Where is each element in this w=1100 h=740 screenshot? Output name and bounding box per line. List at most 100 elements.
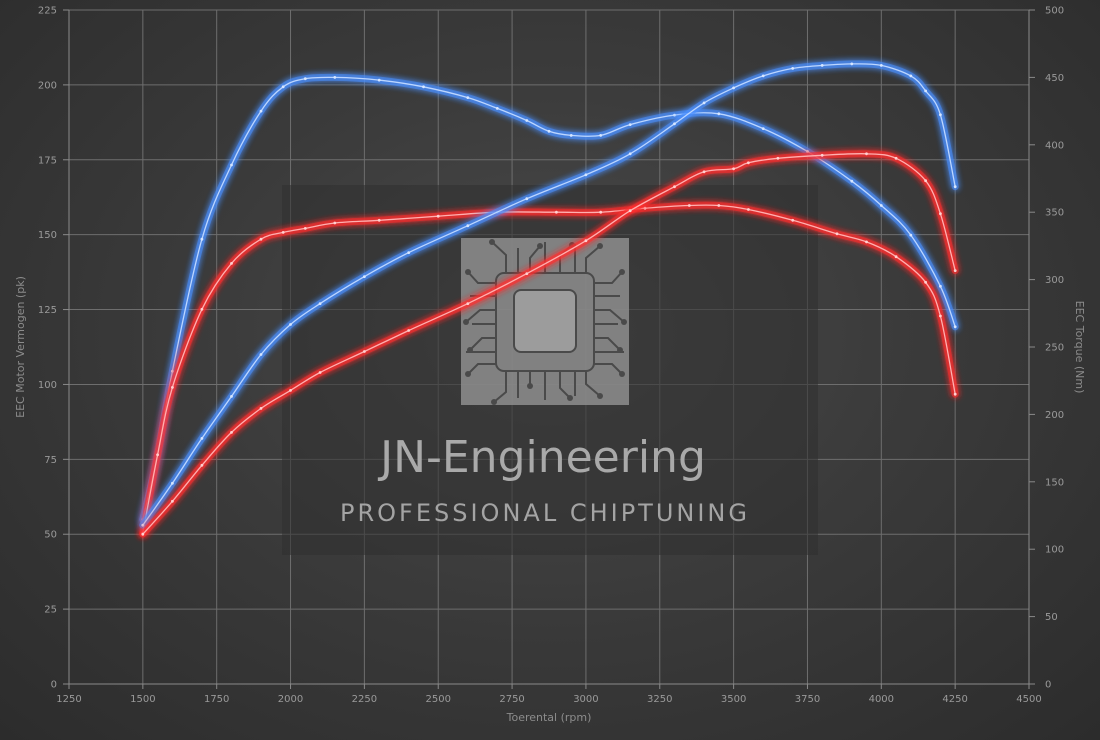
y-right-tick-label: 0 bbox=[1045, 680, 1051, 691]
data-point bbox=[281, 85, 285, 89]
data-point bbox=[259, 109, 263, 113]
y-left-tick-label: 150 bbox=[38, 230, 57, 241]
data-point bbox=[200, 307, 204, 311]
data-point bbox=[259, 353, 263, 356]
data-point bbox=[289, 389, 292, 392]
data-point bbox=[673, 113, 676, 117]
data-point bbox=[894, 156, 898, 160]
series-line bbox=[142, 76, 956, 521]
data-point bbox=[584, 239, 588, 243]
data-point bbox=[171, 386, 174, 389]
data-point bbox=[171, 481, 174, 485]
data-point bbox=[791, 218, 795, 222]
data-point bbox=[200, 463, 204, 467]
data-point bbox=[820, 153, 824, 157]
data-point bbox=[230, 163, 233, 167]
data-point bbox=[525, 272, 529, 275]
y-left-tick-label: 175 bbox=[38, 155, 57, 166]
data-point bbox=[924, 179, 927, 183]
x-tick-label: 1750 bbox=[204, 694, 229, 705]
data-point bbox=[377, 78, 381, 82]
data-point bbox=[628, 209, 632, 213]
data-point bbox=[939, 314, 942, 318]
data-point bbox=[791, 67, 795, 70]
data-point bbox=[628, 152, 632, 156]
data-point bbox=[466, 96, 470, 99]
data-point bbox=[377, 218, 381, 222]
data-point bbox=[422, 85, 425, 89]
data-point bbox=[333, 221, 337, 225]
tuned-power-series bbox=[139, 60, 959, 529]
data-point bbox=[466, 302, 470, 305]
x-tick-label: 4000 bbox=[869, 694, 894, 705]
data-point bbox=[171, 369, 174, 373]
data-point bbox=[281, 231, 285, 234]
data-point bbox=[407, 251, 411, 255]
y-right-tick-label: 50 bbox=[1045, 612, 1058, 623]
y-right-tick-label: 500 bbox=[1045, 6, 1064, 17]
data-point bbox=[200, 437, 204, 440]
data-point bbox=[820, 64, 824, 67]
data-point bbox=[363, 350, 366, 353]
x-tick-label: 2000 bbox=[278, 694, 303, 705]
data-point bbox=[732, 86, 735, 90]
x-tick-label: 4500 bbox=[1016, 694, 1041, 705]
data-point bbox=[495, 107, 499, 110]
data-point bbox=[525, 197, 529, 201]
y-left-tick-label: 75 bbox=[44, 455, 57, 466]
data-point bbox=[628, 123, 632, 126]
data-point bbox=[939, 113, 942, 117]
y-axis-right-title: EEC Torque (Nm) bbox=[1073, 301, 1086, 394]
data-point bbox=[879, 204, 883, 207]
data-point bbox=[835, 232, 839, 236]
y-right-tick-label: 150 bbox=[1045, 477, 1064, 488]
data-point bbox=[850, 62, 854, 66]
watermark-subtitle: PROFESSIONAL CHIPTUNING bbox=[340, 499, 750, 527]
x-tick-label: 4250 bbox=[942, 694, 967, 705]
data-point bbox=[259, 237, 263, 241]
watermark-title: JN-Engineering bbox=[377, 432, 706, 483]
data-point bbox=[953, 269, 957, 272]
data-point bbox=[259, 407, 263, 410]
data-point bbox=[924, 280, 927, 284]
data-point bbox=[599, 134, 603, 137]
data-point bbox=[953, 325, 957, 329]
data-point bbox=[732, 167, 735, 171]
data-point bbox=[156, 453, 160, 457]
y-left-tick-label: 0 bbox=[51, 680, 57, 691]
x-tick-label: 3750 bbox=[795, 694, 820, 705]
x-tick-label: 2750 bbox=[499, 694, 524, 705]
x-tick-label: 3250 bbox=[647, 694, 672, 705]
x-tick-label: 2500 bbox=[426, 694, 451, 705]
watermark: JN-Engineering PROFESSIONAL CHIPTUNING bbox=[282, 185, 818, 555]
data-point bbox=[894, 255, 898, 259]
data-point bbox=[318, 302, 322, 305]
data-point bbox=[747, 161, 750, 165]
data-point bbox=[865, 152, 868, 156]
data-point bbox=[702, 101, 706, 105]
data-point bbox=[761, 74, 765, 78]
data-point bbox=[303, 77, 307, 81]
data-point bbox=[924, 89, 927, 93]
x-tick-label: 2250 bbox=[352, 694, 377, 705]
data-point bbox=[569, 134, 573, 137]
data-point bbox=[363, 275, 366, 278]
x-tick-label: 1250 bbox=[56, 694, 81, 705]
data-point bbox=[230, 431, 233, 434]
data-point bbox=[407, 329, 411, 332]
curves bbox=[139, 60, 959, 538]
data-point bbox=[141, 523, 145, 527]
y-left-tick-label: 50 bbox=[44, 530, 57, 541]
data-point bbox=[953, 392, 957, 396]
data-point bbox=[865, 240, 868, 244]
data-point bbox=[333, 76, 337, 79]
data-point bbox=[939, 212, 942, 216]
data-point bbox=[230, 262, 233, 265]
y-right-tick-label: 300 bbox=[1045, 275, 1064, 286]
data-point bbox=[555, 210, 558, 214]
data-point bbox=[436, 214, 440, 218]
data-point bbox=[141, 532, 145, 536]
data-point bbox=[230, 395, 233, 398]
